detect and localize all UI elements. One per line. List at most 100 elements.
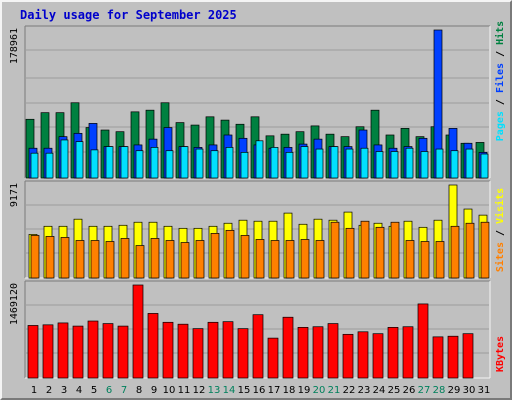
pages-bar-day-13 <box>210 150 219 179</box>
sites-bar-day-23 <box>360 220 370 279</box>
legend-pages-files-hits-part-1: Pages <box>495 111 506 141</box>
sites-bar-day-22 <box>345 227 355 279</box>
kbytes-bar-day-15 <box>237 328 249 379</box>
pages-bar-day-1 <box>30 152 39 179</box>
kbytes-bar-day-13 <box>207 321 219 379</box>
kbytes-bar-day-6 <box>102 323 114 379</box>
kbytes-bar-day-17 <box>267 337 279 379</box>
x-tick-label-day-31: 31 <box>478 385 491 396</box>
legend-pages-files-hits: Pages / Files / Hits <box>494 21 506 141</box>
pages-bar-day-10 <box>165 150 174 179</box>
legend-sites-visits-part-3: Visits <box>494 188 506 224</box>
sites-bar-day-21 <box>330 221 340 279</box>
kbytes-bar-day-1 <box>27 325 39 379</box>
kbytes-bar-day-29 <box>447 335 459 379</box>
sites-bar-day-11 <box>180 242 190 279</box>
sites-bar-day-17 <box>270 240 280 279</box>
legend-pages-files-hits-part-4: / <box>495 45 506 63</box>
legend-pages-files-hits-part-5: Hits <box>494 21 506 45</box>
legend-sites-visits-part-1: Sites <box>494 242 506 272</box>
chart-title: Daily usage for September 2025 <box>20 8 237 22</box>
sites-bar-day-8 <box>135 245 145 279</box>
kbytes-bar-day-28 <box>432 336 444 379</box>
x-tick-label-day-21: 21 <box>328 385 341 396</box>
kbytes-bar-day-27 <box>417 303 429 379</box>
x-tick-label-day-16: 16 <box>253 385 266 396</box>
pages-bar-day-18 <box>285 152 294 179</box>
x-tick-label-day-19: 19 <box>298 385 311 396</box>
kbytes-bar-day-10 <box>162 321 174 379</box>
pages-bar-day-28 <box>435 148 444 179</box>
x-tick-label-day-27: 27 <box>418 385 431 396</box>
x-tick-label-day-14: 14 <box>223 385 236 396</box>
sites-bar-day-5 <box>90 240 100 279</box>
sites-bar-day-16 <box>255 239 265 279</box>
x-tick-label-day-25: 25 <box>388 385 401 396</box>
legend-kbytes-part-1: KBytes <box>495 336 506 372</box>
pages-bar-day-19 <box>300 146 309 179</box>
sites-bar-day-26 <box>405 240 415 279</box>
sites-bar-day-28 <box>435 241 445 279</box>
sites-bar-day-4 <box>75 240 85 279</box>
y-max-label-panel-2: 9171 <box>9 183 20 207</box>
x-tick-label-day-24: 24 <box>373 385 386 396</box>
pages-bar-day-16 <box>255 140 264 179</box>
pages-bar-day-24 <box>375 151 384 179</box>
legend-pages-files-hits-part-2: / <box>495 93 506 111</box>
sites-bar-day-10 <box>165 240 175 279</box>
x-tick-label-day-30: 30 <box>463 385 476 396</box>
sites-bar-day-25 <box>390 221 400 279</box>
sites-bar-day-14 <box>225 229 235 279</box>
kbytes-bar-day-14 <box>222 321 234 379</box>
kbytes-bar-day-2 <box>42 324 54 379</box>
sites-bar-day-29 <box>450 225 460 279</box>
x-tick-label-day-7: 7 <box>121 385 127 396</box>
sites-bar-day-9 <box>150 238 160 279</box>
pages-bar-day-17 <box>270 147 279 179</box>
pages-bar-day-7 <box>120 146 129 179</box>
pages-bar-day-31 <box>480 153 489 179</box>
pages-bar-day-23 <box>360 147 369 179</box>
x-tick-label-day-29: 29 <box>448 385 461 396</box>
legend-sites-visits-part-2: / <box>495 224 506 242</box>
pages-bar-day-22 <box>345 148 354 179</box>
x-tick-label-day-8: 8 <box>136 385 142 396</box>
kbytes-bar-day-30 <box>462 333 474 379</box>
kbytes-bar-day-24 <box>372 333 384 379</box>
x-tick-label-day-17: 17 <box>268 385 281 396</box>
x-tick-label-day-4: 4 <box>76 385 82 396</box>
series-labels: Pages / Files / Hits Sites / Visits KBytes <box>494 21 506 372</box>
pages-bar-day-8 <box>135 150 144 179</box>
kbytes-bar-day-18 <box>282 316 294 379</box>
x-tick-label-day-15: 15 <box>238 385 251 396</box>
kbytes-bar-day-22 <box>342 333 354 379</box>
x-tick-label-day-5: 5 <box>91 385 97 396</box>
pages-bar-day-4 <box>75 141 84 179</box>
legend-pages-files-hits-part-3: Files <box>494 63 506 93</box>
x-tick-label-day-12: 12 <box>193 385 206 396</box>
pages-bar-day-20 <box>315 148 324 179</box>
sites-bar-day-18 <box>285 240 295 279</box>
pages-bar-day-21 <box>330 146 339 179</box>
sites-bar-day-12 <box>195 240 205 279</box>
pages-bar-day-29 <box>450 150 459 179</box>
x-tick-label-day-2: 2 <box>46 385 52 396</box>
pages-bar-day-25 <box>390 151 399 179</box>
pages-bar-day-2 <box>45 152 54 179</box>
kbytes-bar-day-9 <box>147 313 159 379</box>
pages-bar-day-11 <box>180 146 189 179</box>
kbytes-bar-day-16 <box>252 314 264 379</box>
sites-bar-day-20 <box>315 240 325 279</box>
x-tick-label-day-3: 3 <box>61 385 67 396</box>
kbytes-bar-day-5 <box>87 320 99 379</box>
kbytes-bar-day-11 <box>177 323 189 379</box>
x-tick-label-day-13: 13 <box>208 385 221 396</box>
sites-bar-day-24 <box>375 226 385 279</box>
sites-bar-day-31 <box>480 221 490 279</box>
chart-bars <box>25 29 490 379</box>
x-tick-label-day-20: 20 <box>313 385 326 396</box>
pages-bar-day-30 <box>465 148 474 179</box>
y-max-labels: 178961 9171 1469120 <box>9 28 20 325</box>
sites-bar-day-1 <box>30 235 40 279</box>
